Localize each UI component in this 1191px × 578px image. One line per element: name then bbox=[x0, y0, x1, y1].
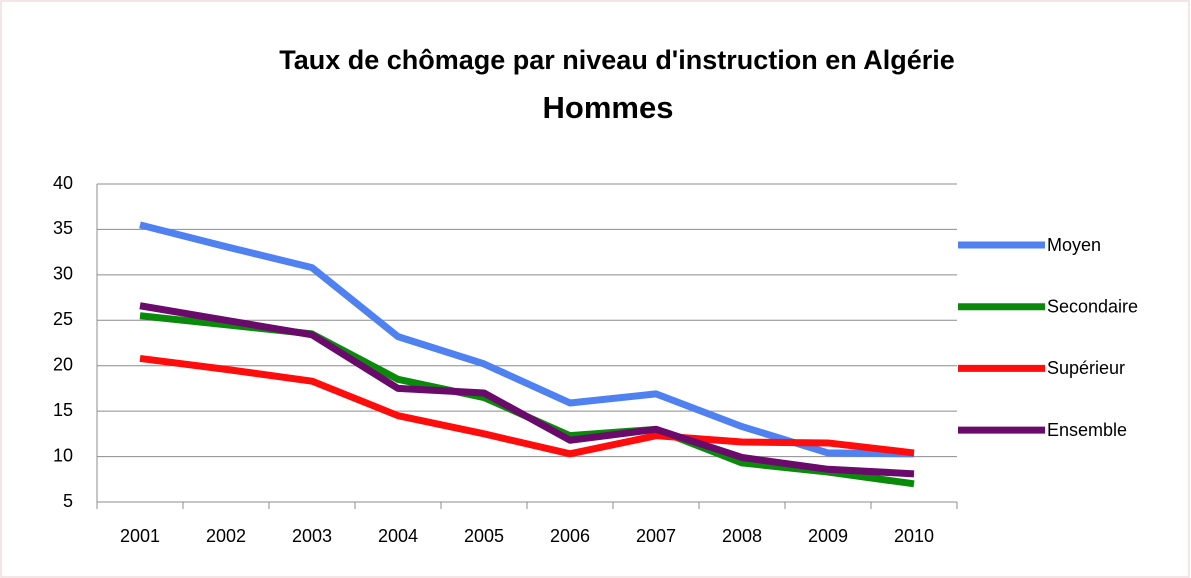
y-tick-label: 30 bbox=[53, 264, 73, 284]
x-tick-label: 2005 bbox=[464, 526, 504, 546]
series-line bbox=[139, 302, 915, 478]
chart-title: Taux de chômage par niveau d'instruction… bbox=[279, 45, 955, 75]
x-tick-label: 2009 bbox=[808, 526, 848, 546]
y-tick-label: 20 bbox=[53, 354, 73, 374]
y-tick-label: 10 bbox=[53, 445, 73, 465]
legend-label: Supérieur bbox=[1047, 358, 1125, 378]
legend-label: Secondaire bbox=[1047, 296, 1138, 316]
y-tick-label: 15 bbox=[53, 400, 73, 420]
y-tick-label: 35 bbox=[53, 218, 73, 238]
y-tick-label: 40 bbox=[53, 173, 73, 193]
x-tick-label: 2010 bbox=[894, 526, 934, 546]
y-tick-label: 5 bbox=[63, 491, 73, 511]
x-tick-label: 2007 bbox=[636, 526, 676, 546]
x-tick-label: 2002 bbox=[206, 526, 246, 546]
series-line bbox=[139, 354, 915, 458]
y-tick-label: 25 bbox=[53, 309, 73, 329]
x-tick-label: 2006 bbox=[550, 526, 590, 546]
legend-label: Moyen bbox=[1047, 235, 1101, 255]
x-tick-label: 2008 bbox=[722, 526, 762, 546]
x-tick-label: 2004 bbox=[378, 526, 418, 546]
x-tick-label: 2001 bbox=[120, 526, 160, 546]
legend-label: Ensemble bbox=[1047, 420, 1127, 440]
x-tick-label: 2003 bbox=[292, 526, 332, 546]
chart-subtitle: Hommes bbox=[543, 90, 674, 125]
